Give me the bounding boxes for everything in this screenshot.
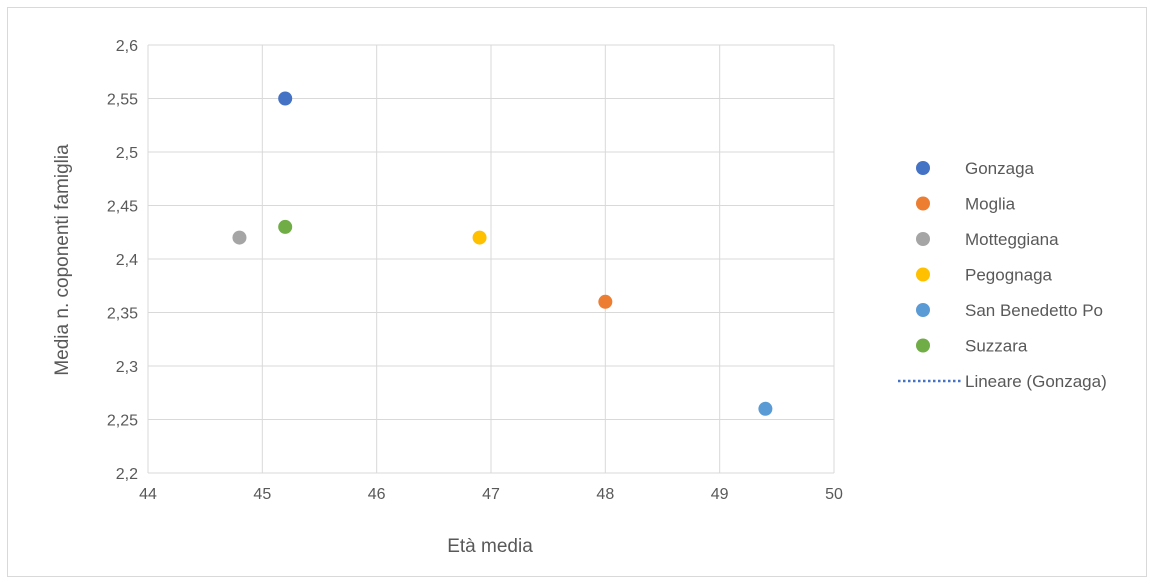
point-san-benedetto-po bbox=[758, 401, 773, 416]
grid-lines bbox=[147, 44, 835, 474]
legend-marker bbox=[916, 338, 930, 353]
legend-label: Gonzaga bbox=[965, 159, 1035, 178]
point-moglia bbox=[598, 294, 613, 309]
legend-label: Moglia bbox=[965, 195, 1016, 214]
legend-label: San Benedetto Po bbox=[965, 301, 1103, 320]
x-tick-label: 44 bbox=[139, 486, 157, 503]
x-tick-label: 49 bbox=[711, 486, 729, 503]
legend-trendline-label: Lineare (Gonzaga) bbox=[965, 372, 1107, 391]
y-tick-label: 2,5 bbox=[116, 145, 138, 162]
legend-marker bbox=[916, 303, 930, 317]
point-suzzara bbox=[278, 219, 293, 234]
y-tick-label: 2,45 bbox=[107, 199, 138, 216]
legend-marker bbox=[916, 232, 930, 246]
chart-frame bbox=[7, 7, 1147, 577]
point-motteggiana bbox=[232, 230, 247, 245]
y-tick-label: 2,2 bbox=[116, 466, 138, 483]
point-pegognaga bbox=[472, 230, 487, 245]
x-tick-labels: 44 45 46 47 48 49 50 bbox=[139, 486, 843, 503]
legend-marker bbox=[916, 267, 930, 282]
x-tick-label: 45 bbox=[253, 486, 271, 503]
legend: Gonzaga Moglia Motteggiana Pegognaga San Ben… bbox=[898, 159, 1107, 391]
y-tick-label: 2,55 bbox=[107, 92, 138, 109]
y-tick-label: 2,35 bbox=[107, 306, 138, 323]
legend-label: Pegognaga bbox=[965, 266, 1053, 285]
y-tick-label: 2,6 bbox=[116, 38, 138, 55]
x-tick-label: 46 bbox=[368, 486, 386, 503]
point-gonzaga bbox=[278, 91, 293, 106]
x-axis-title: Età media bbox=[447, 536, 533, 557]
x-tick-label: 47 bbox=[482, 486, 500, 503]
y-axis-title: Media n. coponenti famiglia bbox=[52, 144, 73, 376]
x-tick-label: 50 bbox=[825, 486, 843, 503]
legend-label: Suzzara bbox=[965, 337, 1028, 356]
legend-marker bbox=[916, 196, 930, 211]
y-tick-label: 2,4 bbox=[116, 252, 138, 269]
data-points bbox=[232, 91, 773, 416]
y-tick-label: 2,25 bbox=[107, 413, 138, 430]
y-tick-label: 2,3 bbox=[116, 359, 138, 376]
y-tick-labels: 2,2 2,25 2,3 2,35 2,4 2,45 2,5 2,55 2,6 bbox=[107, 38, 138, 483]
legend-label: Motteggiana bbox=[965, 230, 1059, 249]
legend-marker bbox=[916, 161, 930, 175]
x-tick-label: 48 bbox=[596, 486, 614, 503]
